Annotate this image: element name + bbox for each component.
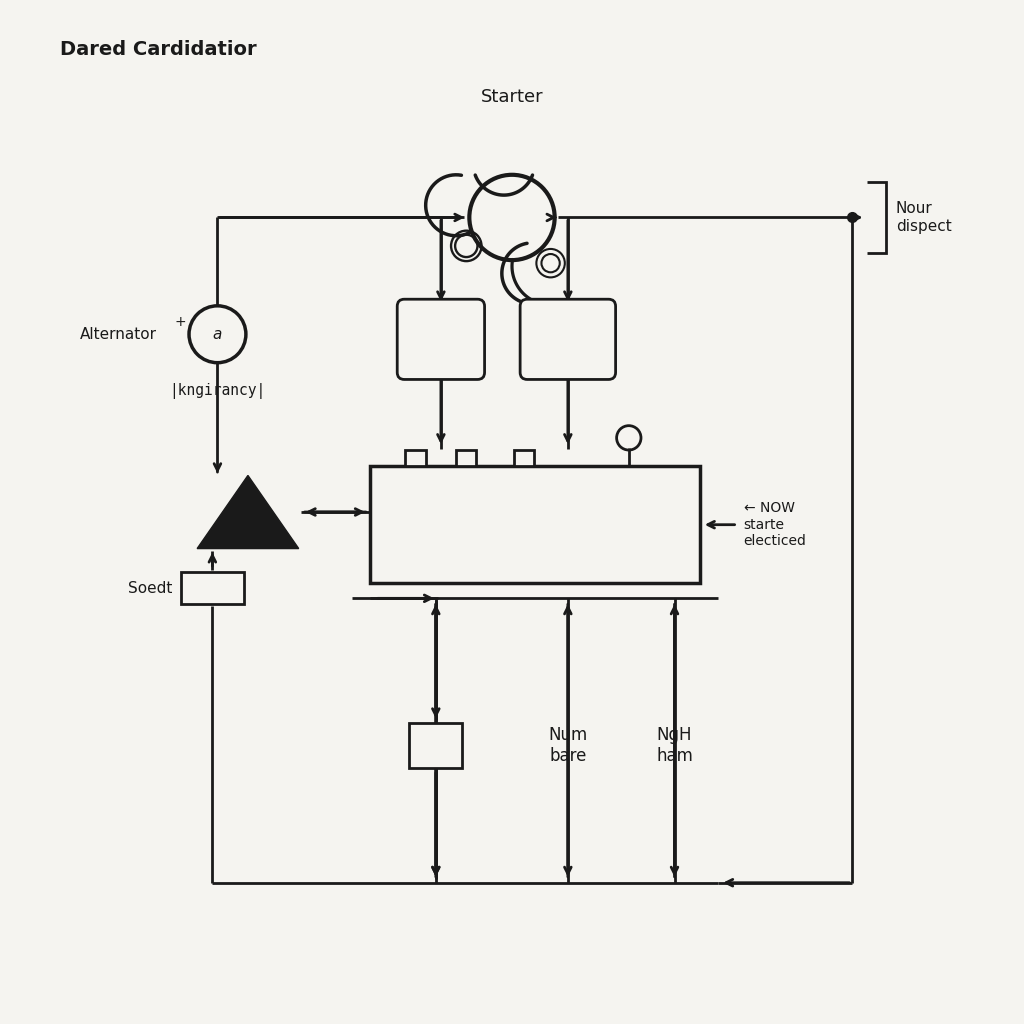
Text: AIIM: AIIM xyxy=(503,515,547,535)
FancyBboxPatch shape xyxy=(370,466,699,583)
Text: NgH
ham: NgH ham xyxy=(656,726,693,765)
Text: Num
bare: Num bare xyxy=(548,726,588,765)
Text: a: a xyxy=(213,327,222,342)
Text: Alternator: Alternator xyxy=(80,327,157,342)
Text: turp
stour: turp stour xyxy=(548,324,588,355)
Text: Soedt: Soedt xyxy=(128,581,173,596)
Text: ← NOW
starte
electiced: ← NOW starte electiced xyxy=(743,502,807,548)
FancyBboxPatch shape xyxy=(181,572,244,604)
FancyBboxPatch shape xyxy=(456,450,476,466)
Text: Dared Cardidatior: Dared Cardidatior xyxy=(60,40,257,59)
Text: lips: lips xyxy=(423,738,449,753)
FancyBboxPatch shape xyxy=(520,299,615,380)
Polygon shape xyxy=(198,475,299,549)
FancyBboxPatch shape xyxy=(410,723,462,768)
FancyBboxPatch shape xyxy=(397,299,484,380)
FancyBboxPatch shape xyxy=(406,450,426,466)
Text: |kngirancy|: |kngirancy| xyxy=(169,383,265,399)
Text: +: + xyxy=(174,315,186,329)
FancyBboxPatch shape xyxy=(514,450,535,466)
Text: Starter: Starter xyxy=(480,88,544,105)
Text: Nmt
oj: Nmt oj xyxy=(425,324,457,355)
Text: Nour
dispect: Nour dispect xyxy=(896,202,951,233)
